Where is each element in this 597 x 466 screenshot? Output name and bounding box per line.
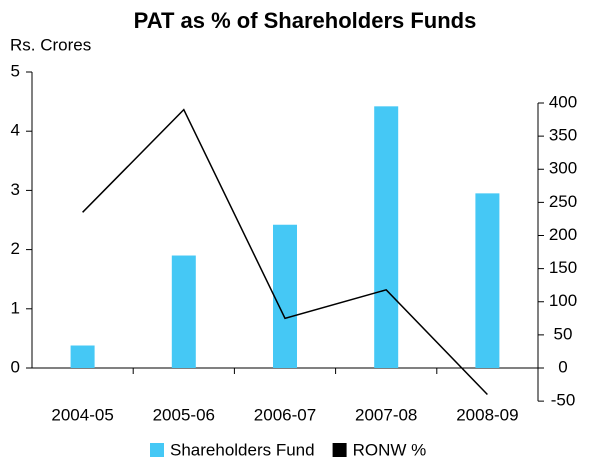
- bar: [70, 345, 95, 368]
- y2-tick-label: 150: [549, 258, 577, 277]
- y-tick-label: 0: [11, 357, 20, 376]
- y-tick-label: 1: [11, 298, 20, 317]
- y-tick-label: 4: [11, 121, 20, 140]
- x-tick-label: 2005-06: [153, 405, 215, 424]
- y2-tick-label: 250: [549, 192, 577, 211]
- chart-title: PAT as % of Shareholders Funds: [134, 8, 477, 33]
- x-tick-label: 2006-07: [254, 405, 316, 424]
- x-tick-label: 2008-09: [456, 405, 518, 424]
- y2-tick-label: 0: [558, 357, 567, 376]
- bar: [475, 193, 500, 368]
- y2-tick-label: 50: [554, 324, 573, 343]
- y2-tick-label: -50: [551, 391, 576, 410]
- y-axis-label: Rs. Crores: [10, 35, 91, 54]
- x-tick-label: 2007-08: [355, 405, 417, 424]
- bar: [171, 255, 196, 368]
- y2-tick-label: 100: [549, 291, 577, 310]
- y2-tick-label: 300: [549, 159, 577, 178]
- line: [82, 108, 488, 396]
- bar: [374, 106, 399, 368]
- legend-label: RONW %: [353, 440, 427, 459]
- y2-tick-label: 200: [549, 225, 577, 244]
- y-tick-label: 2: [11, 239, 20, 258]
- y2-tick-label: 400: [549, 92, 577, 111]
- y-tick-label: 5: [11, 61, 20, 80]
- y2-tick-label: 350: [549, 126, 577, 145]
- legend-label: Shareholders Fund: [170, 440, 315, 459]
- legend-swatch: [150, 443, 164, 457]
- legend-swatch: [332, 443, 347, 457]
- x-tick-label: 2004-05: [51, 405, 113, 424]
- bar: [273, 224, 297, 368]
- y-tick-label: 3: [11, 180, 20, 199]
